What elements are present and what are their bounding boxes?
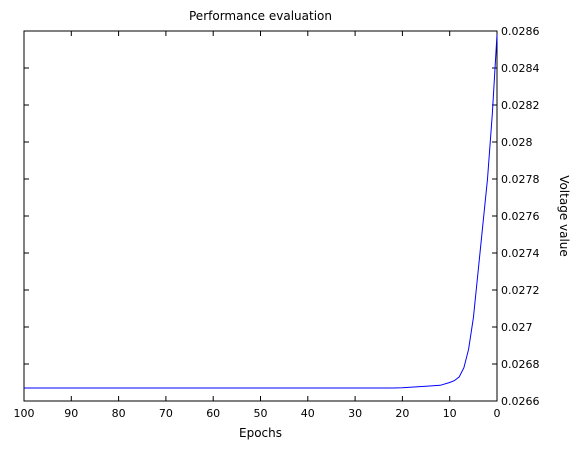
- x-tick-label: 70: [159, 407, 173, 420]
- y-axis-label: Voltage value: [557, 175, 571, 257]
- y-tick-label: 0.0282: [501, 99, 540, 112]
- y-tick-label: 0.028: [501, 136, 533, 149]
- y-tick-label: 0.0272: [501, 284, 540, 297]
- x-tick-label: 100: [14, 407, 35, 420]
- y-tick-label: 0.0274: [501, 247, 540, 260]
- x-tick-label: 80: [112, 407, 126, 420]
- y-tick-label: 0.0268: [501, 358, 540, 371]
- x-tick-label: 50: [254, 407, 268, 420]
- x-axis-label: Epochs: [239, 426, 282, 440]
- x-tick-label: 20: [395, 407, 409, 420]
- x-tick-label: 0: [494, 407, 501, 420]
- y-tick-label: 0.0278: [501, 173, 540, 186]
- plot-frame: [23, 30, 498, 402]
- x-tick-label: 40: [301, 407, 315, 420]
- chart-title: Performance evaluation: [189, 9, 332, 23]
- x-tick-label: 30: [348, 407, 362, 420]
- y-tick-label: 0.0276: [501, 210, 540, 223]
- y-tick-label: 0.0286: [501, 25, 540, 38]
- y-tick-label: 0.0266: [501, 395, 540, 408]
- y-tick-label: 0.0284: [501, 62, 540, 75]
- series-line: [24, 34, 498, 389]
- x-tick-label: 10: [443, 407, 457, 420]
- x-tick-label: 90: [64, 407, 78, 420]
- x-tick-label: 60: [206, 407, 220, 420]
- y-tick-label: 0.027: [501, 321, 533, 334]
